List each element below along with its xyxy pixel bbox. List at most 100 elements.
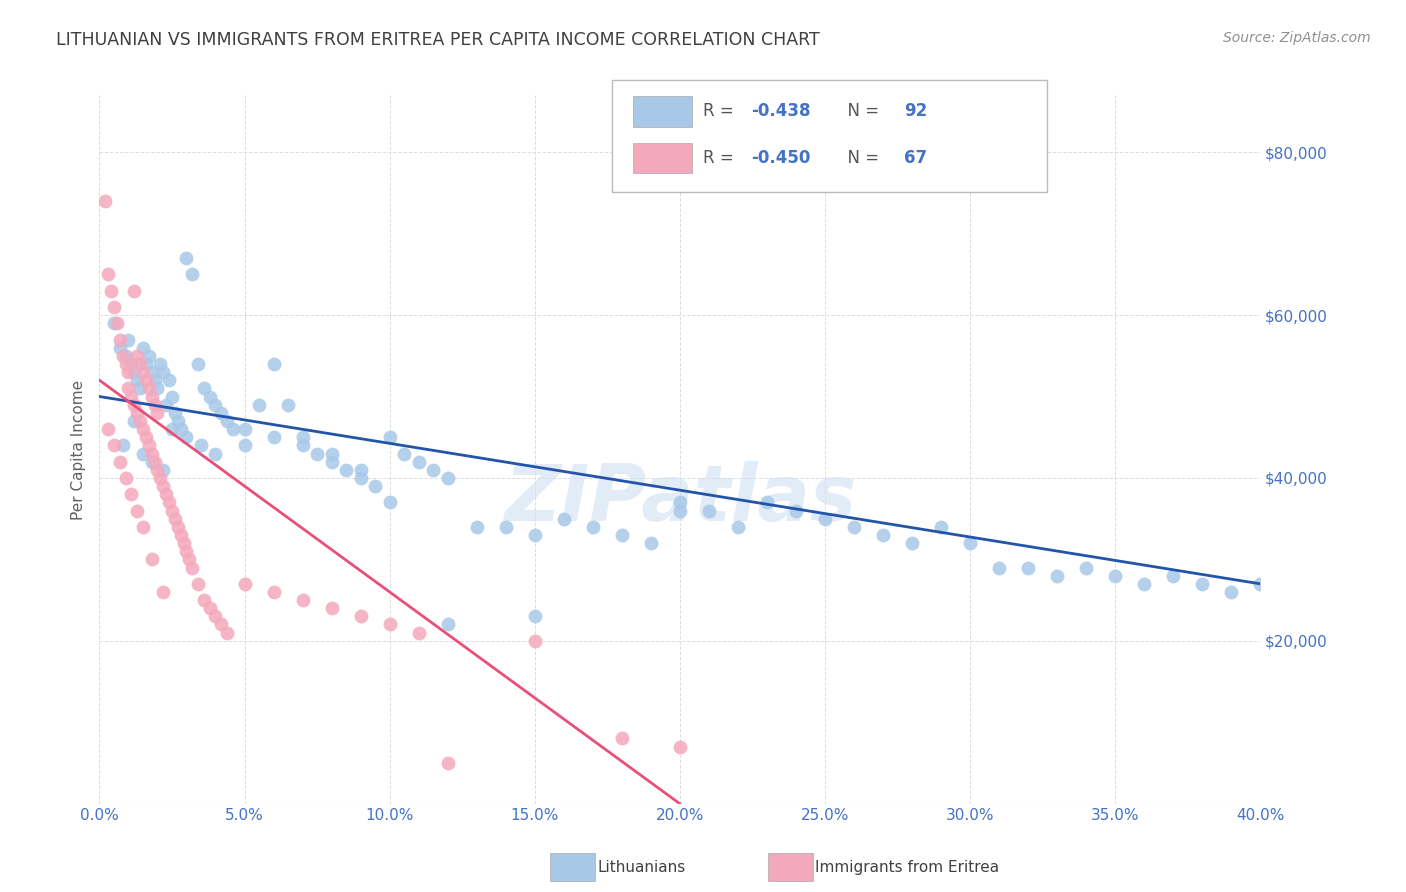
Point bbox=[1133, 576, 1156, 591]
Point bbox=[111, 438, 134, 452]
Point bbox=[122, 414, 145, 428]
Text: LITHUANIAN VS IMMIGRANTS FROM ERITREA PER CAPITA INCOME CORRELATION CHART: LITHUANIAN VS IMMIGRANTS FROM ERITREA PE… bbox=[56, 31, 820, 49]
Point bbox=[209, 406, 232, 420]
Point bbox=[436, 756, 458, 770]
Point bbox=[247, 398, 270, 412]
Point bbox=[321, 455, 343, 469]
Point bbox=[114, 349, 136, 363]
Text: 67: 67 bbox=[904, 149, 927, 167]
Point bbox=[141, 455, 163, 469]
Point bbox=[321, 601, 343, 615]
Point bbox=[422, 463, 444, 477]
Point bbox=[436, 617, 458, 632]
Point bbox=[97, 268, 120, 282]
Point bbox=[111, 349, 134, 363]
Point bbox=[349, 463, 371, 477]
Point bbox=[135, 373, 157, 387]
Point bbox=[465, 520, 488, 534]
Point bbox=[146, 406, 169, 420]
Point bbox=[1220, 585, 1243, 599]
Point bbox=[152, 365, 174, 379]
Point bbox=[132, 365, 155, 379]
Point bbox=[108, 341, 131, 355]
Point bbox=[263, 430, 285, 444]
Point bbox=[132, 422, 155, 436]
Point bbox=[129, 381, 152, 395]
Point bbox=[170, 528, 193, 542]
Point bbox=[392, 446, 415, 460]
Point bbox=[640, 536, 662, 550]
Point bbox=[160, 503, 183, 517]
Point bbox=[233, 576, 256, 591]
Point bbox=[291, 438, 314, 452]
Point bbox=[1191, 576, 1213, 591]
Y-axis label: Per Capita Income: Per Capita Income bbox=[72, 379, 86, 519]
Point bbox=[141, 446, 163, 460]
Point bbox=[181, 560, 204, 574]
Point bbox=[135, 430, 157, 444]
Point bbox=[152, 463, 174, 477]
Point bbox=[141, 390, 163, 404]
Point bbox=[1104, 568, 1126, 582]
Point bbox=[217, 414, 239, 428]
Point bbox=[143, 373, 166, 387]
Point bbox=[127, 349, 149, 363]
Point bbox=[127, 373, 149, 387]
Point bbox=[755, 495, 778, 509]
Point bbox=[114, 357, 136, 371]
Point bbox=[785, 503, 807, 517]
Point bbox=[138, 438, 160, 452]
Point bbox=[129, 357, 152, 371]
Point bbox=[204, 446, 226, 460]
Point bbox=[364, 479, 387, 493]
Text: Lithuanians: Lithuanians bbox=[598, 860, 686, 874]
Point bbox=[103, 300, 125, 314]
Point bbox=[138, 381, 160, 395]
Point bbox=[129, 414, 152, 428]
Point bbox=[166, 414, 188, 428]
Point bbox=[378, 617, 401, 632]
Point bbox=[204, 398, 226, 412]
Point bbox=[842, 520, 865, 534]
Point bbox=[495, 520, 517, 534]
Point bbox=[378, 430, 401, 444]
Text: -0.438: -0.438 bbox=[751, 103, 810, 120]
Text: R =: R = bbox=[703, 149, 740, 167]
Point bbox=[198, 390, 221, 404]
Point bbox=[187, 357, 209, 371]
Point bbox=[108, 333, 131, 347]
Point bbox=[987, 560, 1010, 574]
Point bbox=[163, 511, 186, 525]
Point bbox=[1161, 568, 1184, 582]
Point bbox=[176, 430, 198, 444]
Point bbox=[305, 446, 328, 460]
Point bbox=[321, 446, 343, 460]
Text: R =: R = bbox=[703, 103, 740, 120]
Point bbox=[523, 609, 546, 624]
Point bbox=[233, 422, 256, 436]
Text: N =: N = bbox=[837, 103, 884, 120]
Point bbox=[727, 520, 749, 534]
Point bbox=[146, 381, 169, 395]
Text: 92: 92 bbox=[904, 103, 928, 120]
Point bbox=[610, 731, 633, 746]
Point bbox=[127, 406, 149, 420]
Point bbox=[193, 381, 215, 395]
Point bbox=[122, 398, 145, 412]
Point bbox=[149, 357, 172, 371]
Point bbox=[152, 479, 174, 493]
Point bbox=[117, 333, 139, 347]
Point bbox=[108, 455, 131, 469]
Point bbox=[155, 398, 177, 412]
Point bbox=[610, 528, 633, 542]
Point bbox=[103, 316, 125, 330]
Point bbox=[157, 495, 180, 509]
Point bbox=[187, 576, 209, 591]
Point bbox=[872, 528, 894, 542]
Point bbox=[668, 503, 690, 517]
Point bbox=[138, 349, 160, 363]
Point bbox=[127, 503, 149, 517]
Point bbox=[122, 284, 145, 298]
Point bbox=[198, 601, 221, 615]
Point bbox=[1046, 568, 1069, 582]
